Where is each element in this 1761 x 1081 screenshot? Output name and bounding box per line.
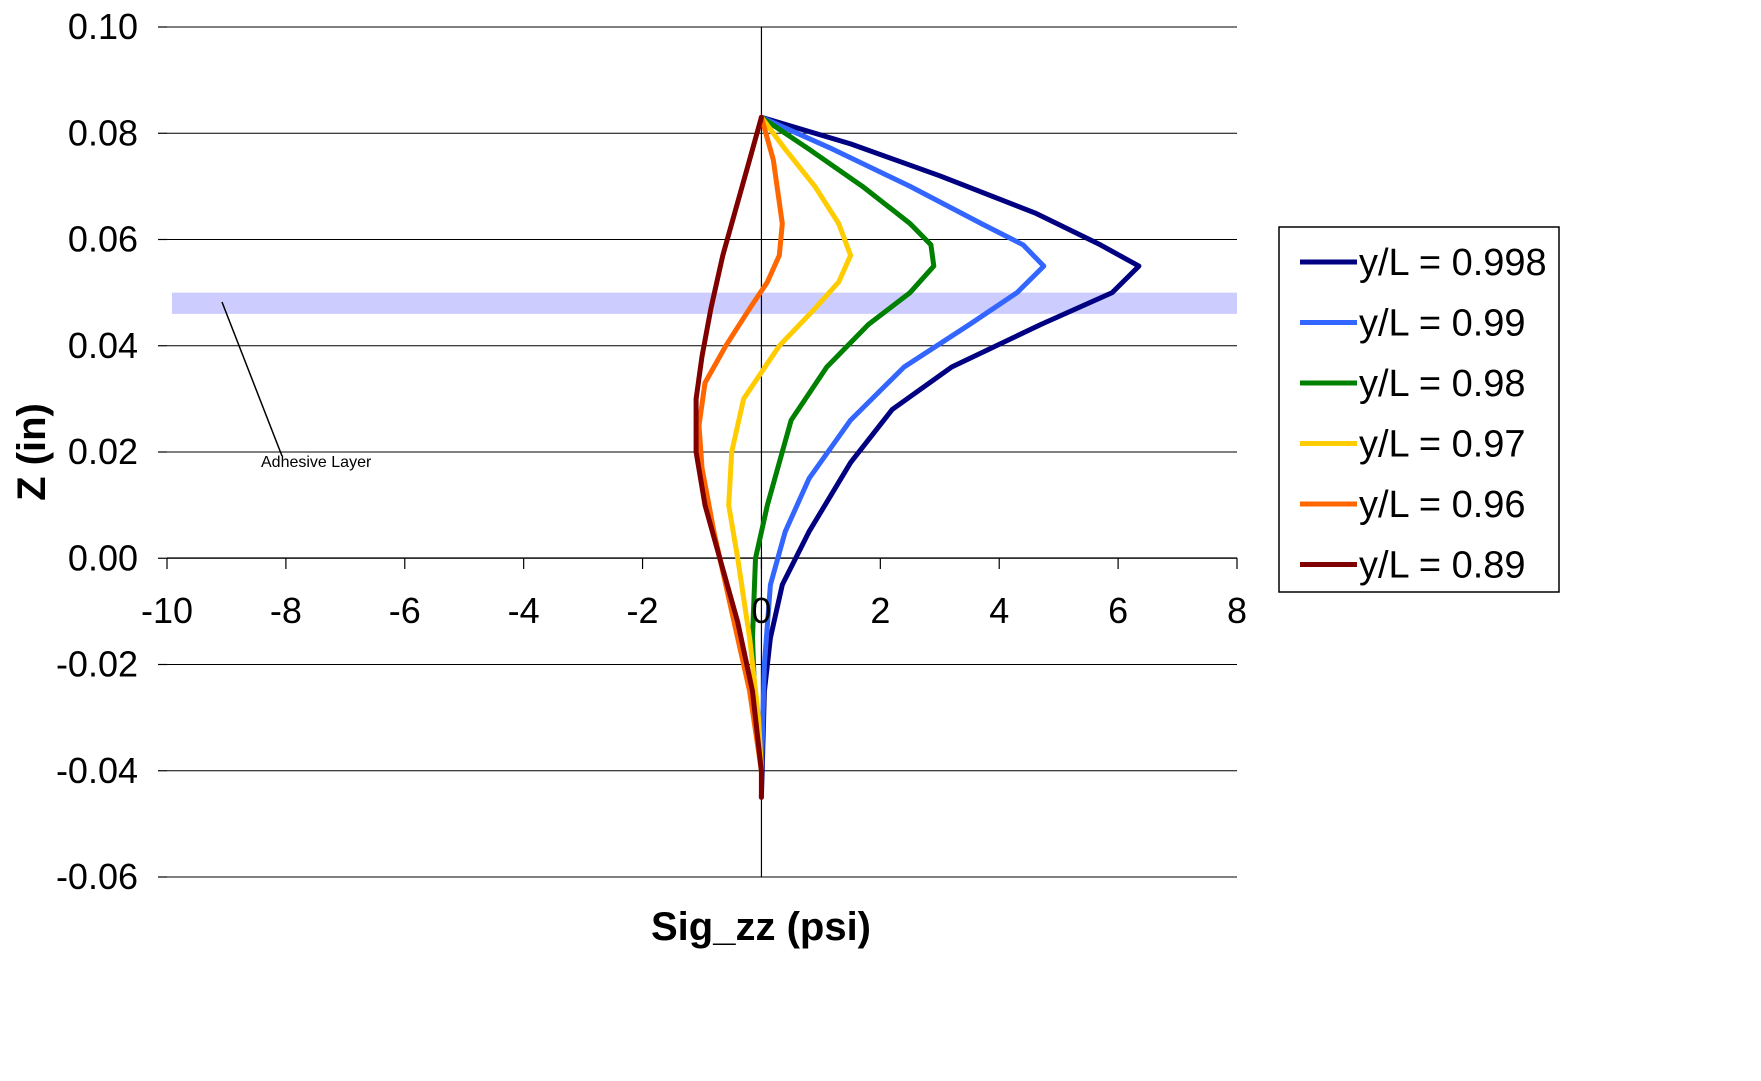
y-tick-label-6: -0.02	[56, 644, 138, 685]
legend-label-2: y/L = 0.98	[1359, 363, 1526, 405]
x-tick-label-1: -8	[270, 590, 302, 631]
y-tick-label-7: -0.04	[56, 750, 138, 791]
series-line-4	[696, 114, 785, 774]
y-tick-label-8: -0.06	[56, 856, 138, 897]
annotation-label: Adhesive Layer	[261, 454, 372, 471]
x-tick-label-3: -4	[508, 590, 540, 631]
x-tick-label-6: 2	[870, 590, 890, 631]
legend-label-3: y/L = 0.97	[1359, 424, 1526, 466]
legend-label-0: y/L = 0.998	[1359, 242, 1547, 284]
series-line-1	[758, 114, 1047, 774]
x-tick-label-2: -6	[389, 590, 421, 631]
series-line-2	[750, 114, 937, 774]
series-lines	[693, 114, 1142, 800]
x-tick-label-7: 4	[989, 590, 1009, 631]
legend-label-4: y/L = 0.96	[1359, 484, 1526, 526]
y-tick-labels: 0.10 0.08 0.06 0.04 0.02 0.00 -0.02 -0.04 -0.06	[56, 6, 138, 897]
x-tick-label-8: 6	[1108, 590, 1128, 631]
adhesive-band	[172, 292, 1237, 314]
y-tick-label-3: 0.04	[68, 325, 138, 366]
y-tick-label-4: 0.02	[68, 431, 138, 472]
y-axis-title: Z (in)	[10, 403, 54, 501]
series-line-5	[693, 114, 764, 800]
annotation: Adhesive Layer	[221, 301, 372, 471]
y-tick-label-5: 0.00	[68, 537, 138, 578]
adhesive-layer-band	[172, 292, 1237, 314]
series-line-0	[758, 114, 1142, 800]
legend-label-5: y/L = 0.89	[1359, 545, 1526, 587]
x-tick-label-4: -2	[627, 590, 659, 631]
x-tick-label-9: 8	[1227, 590, 1247, 631]
y-tick-label-2: 0.06	[68, 219, 138, 260]
legend-items: y/L = 0.998 y/L = 0.99 y/L = 0.98 y/L = 0.9…	[1300, 242, 1547, 587]
legend: y/L = 0.998 y/L = 0.99 y/L = 0.98 y/L = 0.9…	[1278, 226, 1560, 593]
annotation-leader-line	[221, 301, 283, 457]
legend-label-1: y/L = 0.99	[1359, 303, 1526, 345]
x-tick-label-0: -10	[141, 590, 193, 631]
y-tick-label-0: 0.10	[68, 6, 138, 47]
x-axis-title: Sig_zz (psi)	[651, 905, 871, 949]
y-tick-label-1: 0.08	[68, 112, 138, 153]
legend-box	[1278, 226, 1560, 593]
x-tick-label-5: 0	[751, 590, 771, 631]
x-tick-labels: -10 -8 -6 -4 -2 0 2 4 6 8	[141, 590, 1247, 631]
series-line-3	[726, 114, 854, 774]
